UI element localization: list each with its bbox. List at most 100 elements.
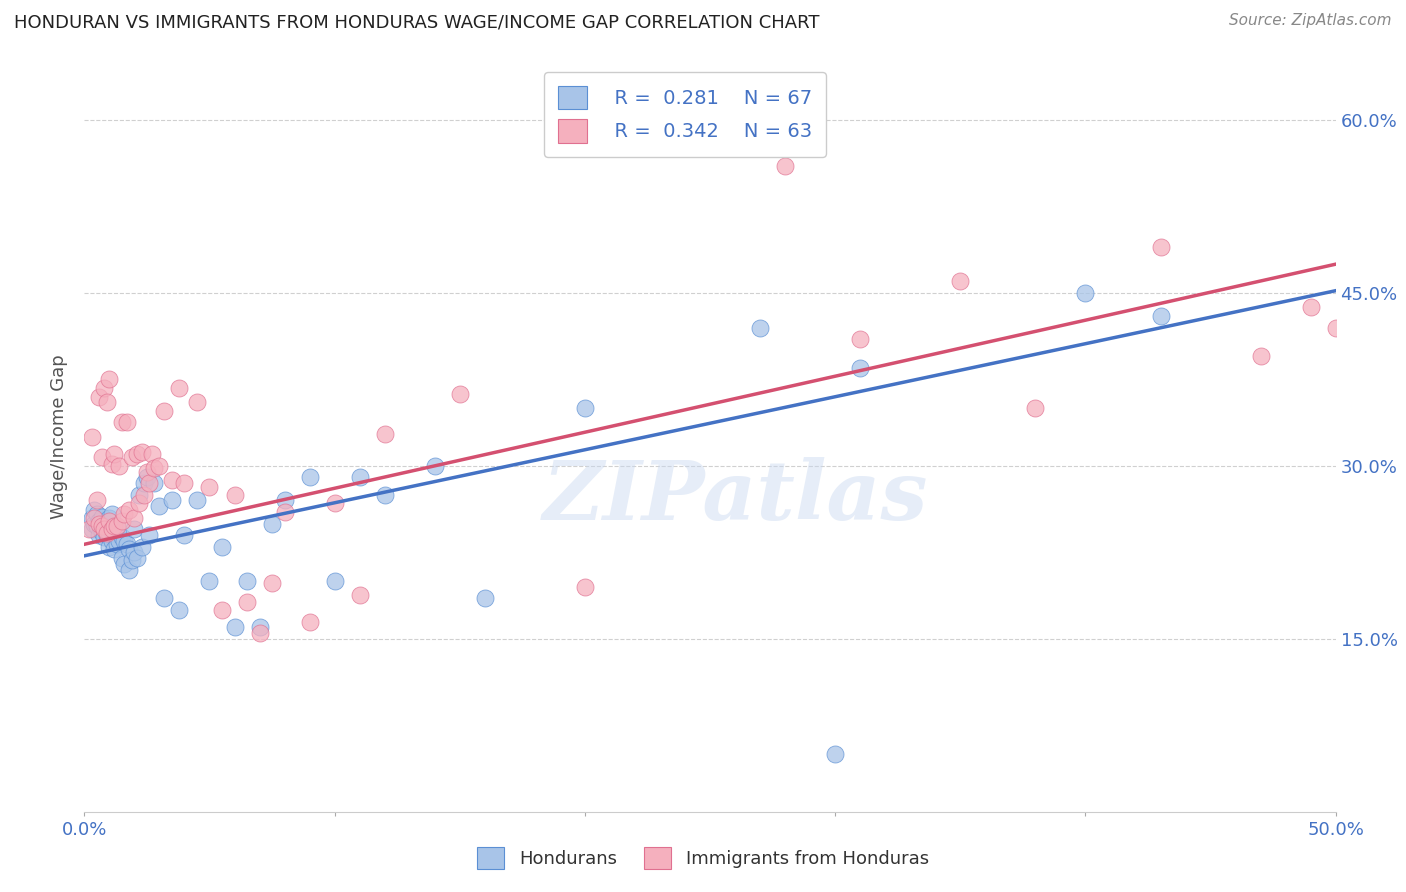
Point xyxy=(93,530,115,544)
Point xyxy=(96,516,118,531)
Point xyxy=(101,522,124,536)
Point xyxy=(374,488,396,502)
Point xyxy=(236,595,259,609)
Point xyxy=(98,372,121,386)
Point xyxy=(143,461,166,475)
Point xyxy=(128,488,150,502)
Point xyxy=(86,493,108,508)
Point xyxy=(86,519,108,533)
Point xyxy=(86,508,108,522)
Point xyxy=(262,516,284,531)
Point xyxy=(80,430,103,444)
Point xyxy=(298,470,321,484)
Point xyxy=(112,508,135,522)
Y-axis label: Wage/Income Gap: Wage/Income Gap xyxy=(51,355,69,519)
Point xyxy=(105,519,128,533)
Point xyxy=(349,588,371,602)
Point xyxy=(153,403,176,417)
Point xyxy=(121,553,143,567)
Point xyxy=(101,508,124,522)
Point xyxy=(160,473,183,487)
Point xyxy=(98,525,121,540)
Point xyxy=(160,493,183,508)
Point xyxy=(236,574,259,589)
Point xyxy=(323,574,346,589)
Point xyxy=(323,496,346,510)
Point xyxy=(112,533,135,548)
Point xyxy=(103,447,125,461)
Point xyxy=(186,395,208,409)
Point xyxy=(169,603,191,617)
Point xyxy=(111,530,134,544)
Point xyxy=(131,540,153,554)
Point xyxy=(143,476,166,491)
Point xyxy=(89,516,111,531)
Point xyxy=(101,522,124,536)
Point xyxy=(124,545,146,559)
Point xyxy=(80,522,103,536)
Point xyxy=(83,516,105,531)
Point xyxy=(141,447,163,461)
Point xyxy=(1074,285,1097,300)
Text: Source: ZipAtlas.com: Source: ZipAtlas.com xyxy=(1229,13,1392,29)
Point xyxy=(273,493,295,508)
Point xyxy=(824,747,846,761)
Point xyxy=(111,514,134,528)
Point xyxy=(98,510,121,524)
Point xyxy=(169,380,191,394)
Point xyxy=(101,457,124,471)
Point xyxy=(90,509,112,524)
Point xyxy=(128,496,150,510)
Point xyxy=(105,537,128,551)
Point xyxy=(111,551,134,566)
Point xyxy=(249,620,271,634)
Point xyxy=(262,576,284,591)
Point xyxy=(118,563,141,577)
Point xyxy=(101,533,124,548)
Point xyxy=(849,360,872,375)
Point xyxy=(89,528,111,542)
Point xyxy=(1149,309,1171,323)
Point xyxy=(90,519,112,533)
Point xyxy=(474,591,496,606)
Point xyxy=(849,332,872,346)
Point xyxy=(186,493,208,508)
Point xyxy=(198,480,221,494)
Point xyxy=(224,620,246,634)
Text: ZIPatlas: ZIPatlas xyxy=(543,457,928,537)
Point xyxy=(80,510,103,524)
Text: HONDURAN VS IMMIGRANTS FROM HONDURAS WAGE/INCOME GAP CORRELATION CHART: HONDURAN VS IMMIGRANTS FROM HONDURAS WAG… xyxy=(14,13,820,31)
Point xyxy=(249,626,271,640)
Point xyxy=(136,465,159,479)
Point xyxy=(98,540,121,554)
Point xyxy=(574,401,596,416)
Point xyxy=(103,541,125,556)
Point xyxy=(93,380,115,394)
Point xyxy=(115,415,138,429)
Point xyxy=(273,505,295,519)
Point xyxy=(83,502,105,516)
Point xyxy=(211,603,233,617)
Point xyxy=(83,510,105,524)
Point xyxy=(224,488,246,502)
Point xyxy=(749,320,772,334)
Point xyxy=(134,488,156,502)
Point xyxy=(1299,300,1322,314)
Point xyxy=(153,591,176,606)
Legend: Hondurans, Immigrants from Honduras: Hondurans, Immigrants from Honduras xyxy=(468,838,938,879)
Point xyxy=(138,476,160,491)
Point xyxy=(79,522,101,536)
Point xyxy=(374,426,396,441)
Point xyxy=(125,447,148,461)
Point xyxy=(108,533,131,548)
Point xyxy=(148,458,170,473)
Point xyxy=(449,387,471,401)
Point xyxy=(89,514,111,528)
Point xyxy=(138,528,160,542)
Point xyxy=(98,514,121,528)
Point xyxy=(96,525,118,540)
Point xyxy=(136,470,159,484)
Point xyxy=(124,522,146,536)
Point xyxy=(89,390,111,404)
Point xyxy=(423,458,446,473)
